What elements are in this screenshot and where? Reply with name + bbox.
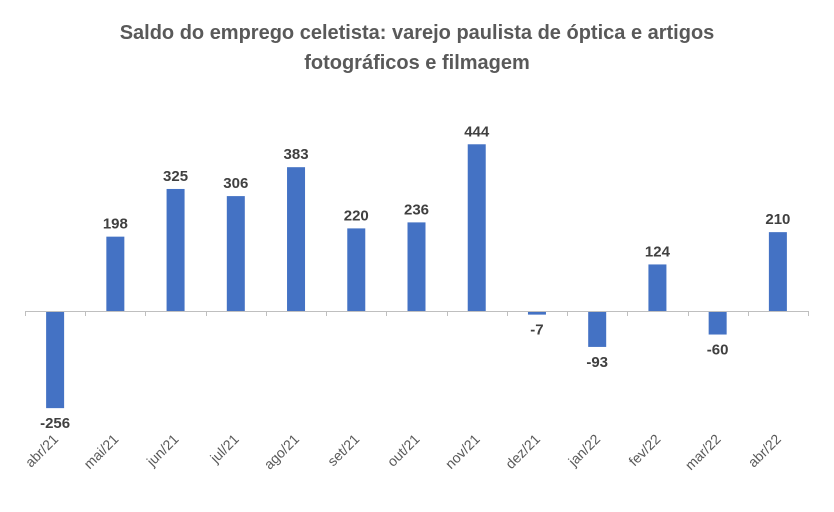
chart-title-line-1: Saldo do emprego celetista: varejo pauli… [119, 22, 715, 44]
category-label-mai-21: mai/21 [80, 431, 121, 472]
category-label-out-21: out/21 [384, 431, 423, 470]
bar-abr-21 [46, 312, 65, 409]
chart-title: Saldo do emprego celetista: varejo pauli… [0, 18, 834, 78]
category-label-abr-22: abr/22 [745, 431, 785, 471]
bar-jul-21 [226, 196, 245, 311]
category-label-jun-21: jun/21 [143, 431, 182, 470]
category-label-jan-22: jan/22 [564, 431, 603, 470]
data-label-jul-21: 306 [223, 175, 248, 192]
data-label-mai-21: 198 [103, 216, 128, 233]
category-label-mar-22: mar/22 [682, 431, 724, 473]
category-label-abr-21: abr/21 [22, 431, 62, 471]
data-label-fev-22: 124 [645, 243, 671, 260]
bar-mar-22 [708, 312, 727, 335]
bar-dez-21 [527, 312, 546, 315]
data-label-nov-21: 444 [464, 123, 490, 140]
bar-abr-22 [768, 232, 787, 311]
category-label-ago-21: ago/21 [261, 431, 303, 473]
bar-set-21 [347, 228, 366, 311]
bar-out-21 [407, 222, 426, 311]
category-label-fev-22: fev/22 [625, 431, 663, 469]
data-label-jan-22: -93 [586, 354, 608, 371]
category-label-set-21: set/21 [324, 431, 362, 469]
category-label-jul-21: jul/21 [206, 431, 242, 467]
bar-jan-22 [588, 312, 607, 347]
data-label-ago-21: 383 [284, 146, 309, 163]
bar-fev-22 [648, 264, 667, 311]
data-label-abr-21: -256 [40, 415, 70, 432]
data-label-jun-21: 325 [163, 168, 188, 185]
data-label-dez-21: -7 [530, 322, 543, 339]
data-label-set-21: 220 [344, 207, 369, 224]
data-label-mar-22: -60 [707, 342, 729, 359]
bar-mai-21 [106, 236, 125, 311]
chart-title-line-2: fotográficos e filmagem [304, 52, 530, 74]
data-label-out-21: 236 [404, 201, 429, 218]
bar-jun-21 [166, 188, 185, 311]
category-label-nov-21: nov/21 [442, 431, 483, 472]
bar-nov-21 [467, 144, 486, 311]
category-label-dez-21: dez/21 [502, 431, 543, 472]
data-label-abr-22: 210 [765, 211, 790, 228]
bar-ago-21 [287, 167, 306, 311]
